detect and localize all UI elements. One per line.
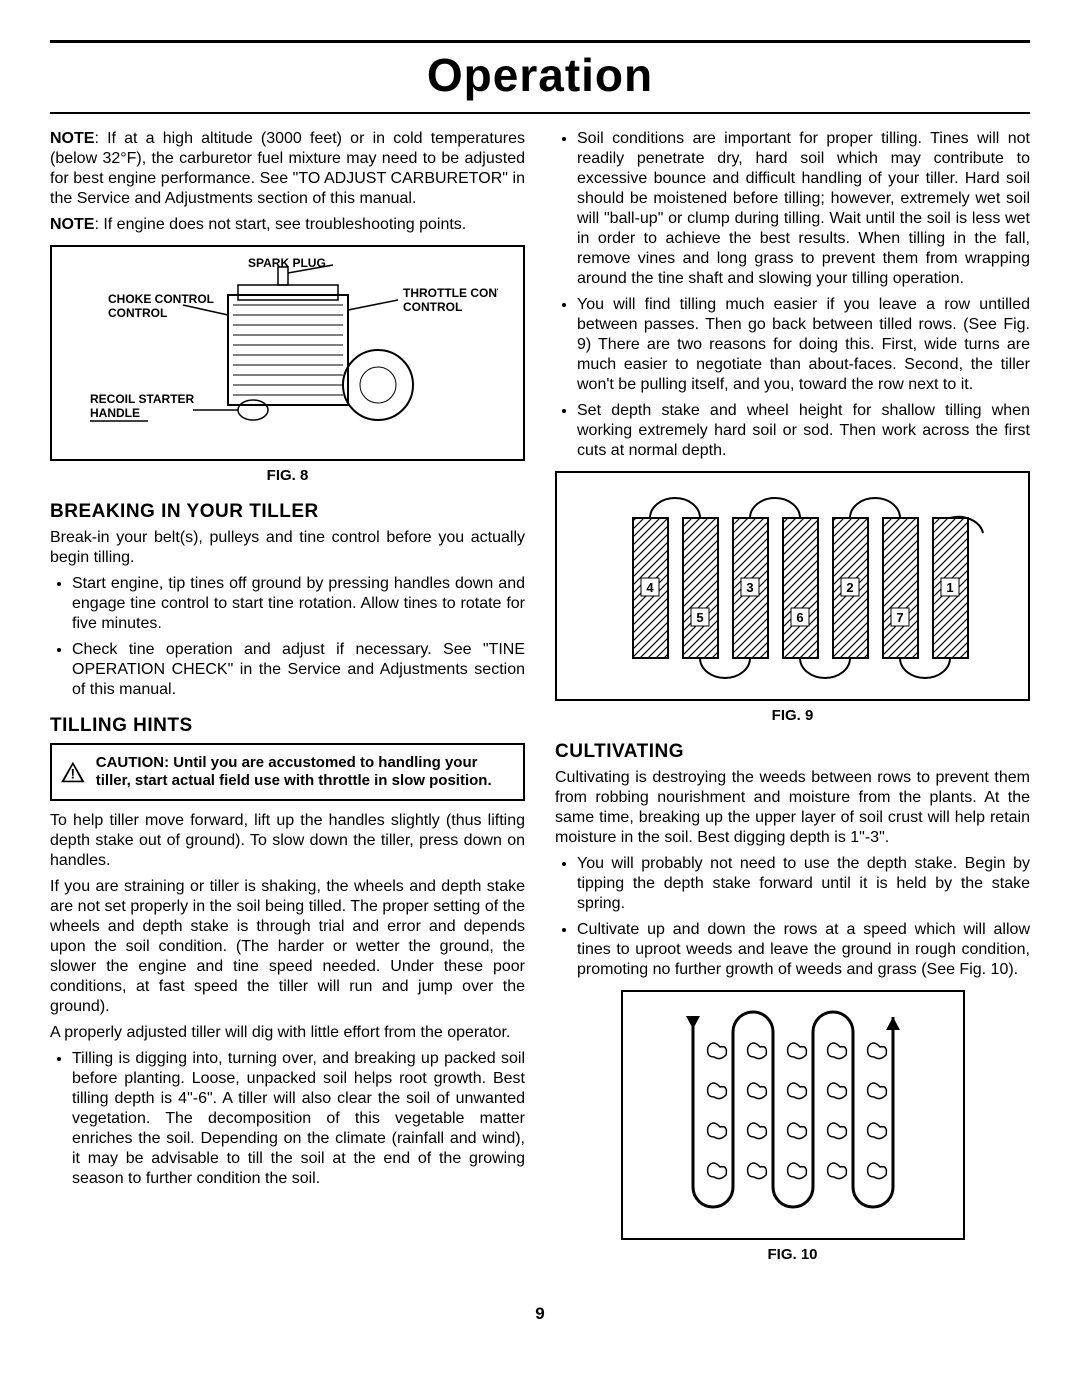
svg-text:!: ! (71, 766, 76, 782)
svg-text:6: 6 (796, 610, 803, 625)
list-item: Tilling is digging into, turning over, a… (72, 1049, 525, 1189)
svg-text:4: 4 (646, 580, 654, 595)
fig9-box: 4 3 2 1 5 6 7 (555, 471, 1030, 701)
svg-text:7: 7 (896, 610, 903, 625)
svg-text:3: 3 (746, 580, 753, 595)
break-intro: Break-in your belt(s), pulleys and tine … (50, 528, 525, 568)
fig8-box: SPARK PLUG CHOKE CONTROL CONTROL THROTTL… (50, 245, 525, 461)
svg-text:1: 1 (946, 580, 953, 595)
page-title: Operation (50, 48, 1030, 102)
list-item: Set depth stake and wheel height for sha… (577, 401, 1030, 461)
fig10-box (621, 990, 965, 1240)
cult-list: You will probably not need to use the de… (555, 854, 1030, 980)
rule-top (50, 40, 1030, 43)
page-number: 9 (50, 1304, 1030, 1324)
svg-text:CONTROL: CONTROL (403, 300, 462, 314)
caution-text: CAUTION: Until you are accustomed to han… (96, 754, 515, 792)
list-item: Start engine, tip tines off ground by pr… (72, 574, 525, 634)
svg-text:HANDLE: HANDLE (90, 406, 140, 420)
list-item: You will find tilling much easier if you… (577, 295, 1030, 395)
left-column: NOTE: If at a high altitude (3000 feet) … (50, 129, 525, 1274)
cult-intro: Cultivating is destroying the weeds betw… (555, 768, 1030, 848)
warning-icon: ! (60, 751, 86, 793)
break-list: Start engine, tip tines off ground by pr… (50, 574, 525, 700)
svg-text:5: 5 (696, 610, 703, 625)
list-item: Check tine operation and adjust if neces… (72, 640, 525, 700)
heading-breaking: BREAKING IN YOUR TILLER (50, 500, 525, 524)
svg-text:2: 2 (846, 580, 853, 595)
list-item: You will probably not need to use the de… (577, 854, 1030, 914)
hints-list: Tilling is digging into, turning over, a… (50, 1049, 525, 1189)
tilling-pattern-diagram: 4 3 2 1 5 6 7 (583, 483, 1003, 683)
engine-diagram: SPARK PLUG CHOKE CONTROL CONTROL THROTTL… (78, 255, 498, 445)
fig9-caption: FIG. 9 (555, 707, 1030, 726)
cultivating-diagram (648, 1002, 938, 1222)
hints-p1: To help tiller move forward, lift up the… (50, 811, 525, 871)
heading-hints: TILLING HINTS (50, 714, 525, 738)
note1: NOTE: If at a high altitude (3000 feet) … (50, 129, 525, 209)
hints-p2: If you are straining or tiller is shakin… (50, 877, 525, 1017)
columns: NOTE: If at a high altitude (3000 feet) … (50, 129, 1030, 1274)
right-column: Soil conditions are important for proper… (555, 129, 1030, 1274)
fig10-caption: FIG. 10 (555, 1246, 1030, 1265)
svg-text:CONTROL: CONTROL (108, 306, 167, 320)
rule-bottom (50, 112, 1030, 114)
caution-box: ! CAUTION: Until you are accustomed to h… (50, 743, 525, 801)
heading-cultivating: CULTIVATING (555, 740, 1030, 764)
right-top-list: Soil conditions are important for proper… (555, 129, 1030, 461)
svg-text:SPARK PLUG: SPARK PLUG (248, 256, 326, 270)
fig8-caption: FIG. 8 (50, 467, 525, 486)
hints-p3: A properly adjusted tiller will dig with… (50, 1023, 525, 1043)
svg-text:THROTTLE CONTROL: THROTTLE CONTROL (403, 286, 498, 300)
svg-text:RECOIL STARTER: RECOIL STARTER (90, 392, 195, 406)
list-item: Soil conditions are important for proper… (577, 129, 1030, 289)
note2: NOTE: If engine does not start, see trou… (50, 215, 525, 235)
svg-text:CHOKE CONTROL: CHOKE CONTROL (108, 292, 214, 306)
list-item: Cultivate up and down the rows at a spee… (577, 920, 1030, 980)
